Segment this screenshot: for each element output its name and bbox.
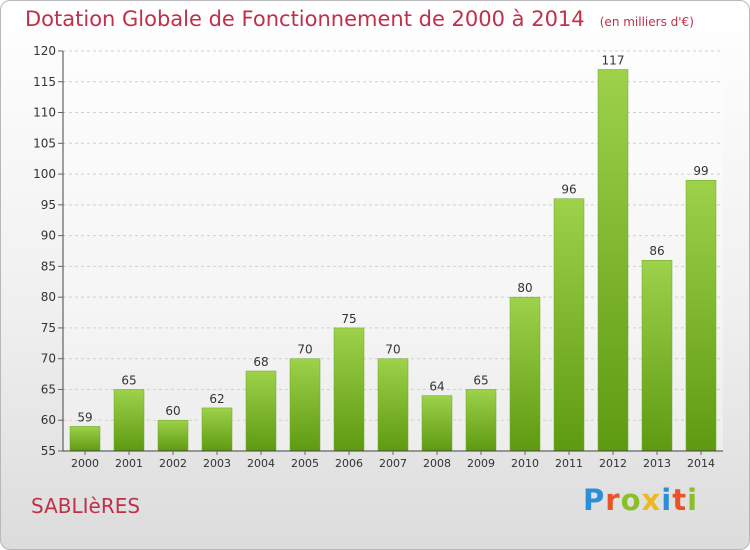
- chart-title: Dotation Globale de Fonctionnement de 20…: [25, 7, 585, 31]
- x-tick-label: 2003: [203, 457, 231, 470]
- logo-letter: P: [583, 483, 606, 517]
- chart-unit: (en milliers d'€): [599, 15, 694, 29]
- data-label: 60: [165, 404, 180, 418]
- y-tick-label: 80: [41, 290, 56, 304]
- x-tick-label: 2014: [687, 457, 715, 470]
- y-tick-label: 55: [41, 444, 56, 458]
- bar: [289, 358, 321, 452]
- y-tick-label: 120: [33, 44, 56, 58]
- title-row: Dotation Globale de Fonctionnement de 20…: [25, 7, 694, 31]
- data-label: 99: [693, 164, 708, 178]
- data-label: 59: [77, 410, 92, 424]
- x-tick-label: 2007: [379, 457, 407, 470]
- logo-letter: r: [605, 483, 621, 517]
- y-tick-label: 95: [41, 198, 56, 212]
- data-label: 65: [121, 373, 136, 387]
- data-label: 70: [297, 343, 312, 357]
- data-label: 75: [341, 312, 356, 326]
- proxiti-logo: Proxiti: [583, 483, 698, 517]
- x-tick-label: 2012: [599, 457, 627, 470]
- commune-name: SABLIèRES: [31, 494, 141, 518]
- bar: [553, 198, 585, 452]
- data-label: 86: [649, 244, 664, 258]
- y-tick-label: 70: [41, 352, 56, 366]
- x-tick-label: 2004: [247, 457, 275, 470]
- data-label: 80: [517, 281, 532, 295]
- x-tick-label: 2008: [423, 457, 451, 470]
- y-tick-label: 85: [41, 259, 56, 273]
- bar: [509, 296, 541, 452]
- x-tick-label: 2005: [291, 457, 319, 470]
- data-label: 117: [602, 53, 625, 67]
- y-tick-label: 105: [33, 136, 56, 150]
- x-tick-label: 2009: [467, 457, 495, 470]
- logo-letter: t: [672, 483, 688, 517]
- data-label: 96: [561, 183, 576, 197]
- x-tick-label: 2002: [159, 457, 187, 470]
- y-tick-label: 90: [41, 229, 56, 243]
- bar: [201, 407, 233, 452]
- data-label: 68: [253, 355, 268, 369]
- data-label: 64: [429, 380, 444, 394]
- x-tick-label: 2010: [511, 457, 539, 470]
- bar: [465, 389, 497, 452]
- data-label: 70: [385, 343, 400, 357]
- bar: [333, 327, 365, 452]
- x-tick-label: 2011: [555, 457, 583, 470]
- logo-letter: i: [687, 483, 699, 517]
- bar: [377, 358, 409, 452]
- y-tick-label: 110: [33, 106, 56, 120]
- bar: [641, 259, 673, 452]
- bar: [69, 426, 101, 452]
- bar: [597, 69, 629, 452]
- bar: [421, 395, 453, 452]
- x-tick-label: 2000: [71, 457, 99, 470]
- y-tick-label: 65: [41, 382, 56, 396]
- bar: [245, 370, 277, 452]
- y-tick-label: 75: [41, 321, 56, 335]
- logo-letter: x: [641, 483, 662, 517]
- bar: [157, 419, 189, 452]
- y-tick-label: 100: [33, 167, 56, 181]
- x-tick-label: 2006: [335, 457, 363, 470]
- y-tick-label: 60: [41, 413, 56, 427]
- logo-letter: i: [661, 483, 673, 517]
- data-label: 65: [473, 373, 488, 387]
- bar: [113, 389, 145, 452]
- y-tick-label: 115: [33, 75, 56, 89]
- bar: [685, 179, 717, 452]
- logo-letter: o: [620, 483, 642, 517]
- x-tick-label: 2001: [115, 457, 143, 470]
- x-tick-label: 2013: [643, 457, 671, 470]
- data-label: 62: [209, 392, 224, 406]
